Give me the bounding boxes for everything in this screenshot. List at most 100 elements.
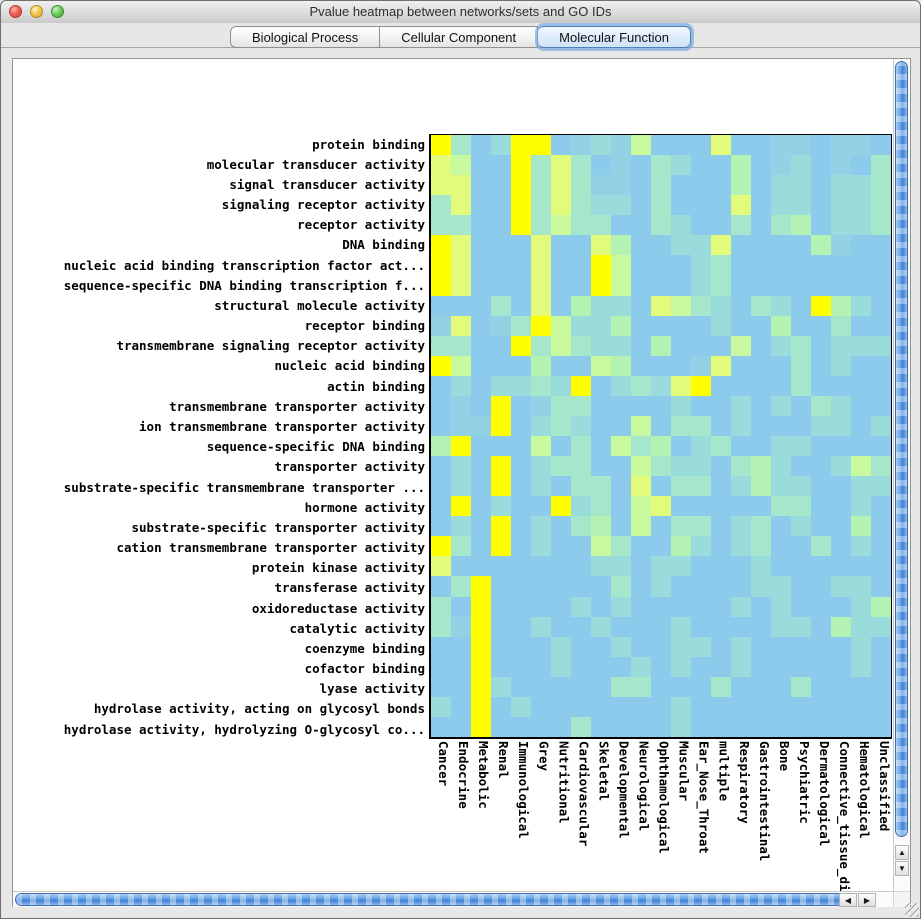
heatmap-cell xyxy=(771,375,791,396)
heatmap-cell xyxy=(651,355,671,376)
scroll-left-icon[interactable]: ◀ xyxy=(839,893,857,907)
heatmap-cell xyxy=(711,436,731,457)
heatmap-cell xyxy=(711,516,731,537)
title-bar[interactable]: Pvalue heatmap between networks/sets and… xyxy=(1,1,920,24)
heatmap-cell xyxy=(751,716,771,737)
heatmap-cell xyxy=(851,456,871,477)
heatmap-cell xyxy=(631,355,651,376)
column-label: Immunological xyxy=(516,741,532,839)
window-title: Pvalue heatmap between networks/sets and… xyxy=(309,4,612,19)
heatmap-cell xyxy=(751,476,771,497)
vertical-scrollbar-thumb[interactable] xyxy=(895,61,908,837)
heatmap-cell xyxy=(851,175,871,196)
heatmap-cell xyxy=(831,295,851,316)
heatmap-cell xyxy=(871,616,891,637)
heatmap-cell xyxy=(471,235,491,256)
heatmap-cell xyxy=(791,656,811,677)
heatmap-cell xyxy=(571,536,591,557)
heatmap-cell xyxy=(751,576,771,597)
minimize-icon[interactable] xyxy=(30,5,43,18)
heatmap-cell xyxy=(491,375,511,396)
scroll-down-icon[interactable]: ▼ xyxy=(895,861,909,876)
heatmap-cell xyxy=(431,636,451,657)
heatmap-cell xyxy=(511,215,531,236)
heatmap-cell xyxy=(691,135,711,156)
resize-grip-icon[interactable] xyxy=(905,903,919,917)
heatmap-cell xyxy=(511,556,531,577)
heatmap-cell xyxy=(751,175,771,196)
heatmap-cell xyxy=(691,656,711,677)
heatmap-cell xyxy=(871,696,891,717)
heatmap-cell xyxy=(551,395,571,416)
heatmap-cell xyxy=(871,295,891,316)
heatmap-cell xyxy=(551,456,571,477)
heatmap-cell xyxy=(691,235,711,256)
heatmap-cell xyxy=(571,616,591,637)
heatmap-cell xyxy=(811,395,831,416)
heatmap-cell xyxy=(671,636,691,657)
heatmap-cell xyxy=(571,295,591,316)
heatmap-cell xyxy=(851,215,871,236)
heatmap-cell xyxy=(731,636,751,657)
tab-biological-process[interactable]: Biological Process xyxy=(230,26,381,48)
scroll-right-icon[interactable]: ▶ xyxy=(858,893,876,907)
heatmap-cell xyxy=(771,295,791,316)
heatmap-cell xyxy=(691,516,711,537)
heatmap-cell xyxy=(851,696,871,717)
heatmap-cell xyxy=(611,636,631,657)
horizontal-scrollbar[interactable]: ◀ ▶ xyxy=(13,891,893,908)
tab-cellular-component[interactable]: Cellular Component xyxy=(380,26,539,48)
heatmap-cell xyxy=(611,295,631,316)
heatmap-cell xyxy=(751,516,771,537)
heatmap-cell xyxy=(651,315,671,336)
heatmap-cell xyxy=(691,596,711,617)
row-label: hydrolase activity, hydrolyzing O-glycos… xyxy=(63,721,425,737)
heatmap-cell xyxy=(691,496,711,517)
heatmap-cell xyxy=(531,496,551,517)
heatmap-cell xyxy=(691,676,711,697)
heatmap-cell xyxy=(511,315,531,336)
heatmap-cell xyxy=(631,395,651,416)
heatmap-cell xyxy=(531,596,551,617)
heatmap-cell xyxy=(551,355,571,376)
heatmap-cell xyxy=(611,656,631,677)
heatmap-cell xyxy=(591,656,611,677)
heatmap-cell xyxy=(691,155,711,176)
heatmap-cell xyxy=(871,355,891,376)
heatmap-cell xyxy=(611,576,631,597)
heatmap-cell xyxy=(531,636,551,657)
heatmap-cell xyxy=(611,215,631,236)
heatmap-cell xyxy=(471,415,491,436)
heatmap-cell xyxy=(591,616,611,637)
heatmap-cell xyxy=(571,716,591,737)
heatmap-cell xyxy=(631,175,651,196)
heatmap-cell xyxy=(691,195,711,216)
scroll-up-icon[interactable]: ▲ xyxy=(895,845,909,860)
heatmap-cell xyxy=(471,616,491,637)
heatmap-cell xyxy=(831,436,851,457)
heatmap-cell xyxy=(851,596,871,617)
vertical-scrollbar[interactable]: ▲ ▼ xyxy=(893,59,910,891)
heatmap-cell xyxy=(591,716,611,737)
heatmap-cell xyxy=(431,476,451,497)
heatmap-cell xyxy=(651,255,671,276)
heatmap-cell xyxy=(731,135,751,156)
tab-molecular-function[interactable]: Molecular Function xyxy=(538,26,691,48)
heatmap-cell xyxy=(591,175,611,196)
zoom-icon[interactable] xyxy=(51,5,64,18)
row-label: oxidoreductase activity xyxy=(251,600,425,616)
heatmap-cell xyxy=(651,375,671,396)
heatmap-cell xyxy=(691,255,711,276)
heatmap-cell xyxy=(591,255,611,276)
heatmap-cell xyxy=(671,415,691,436)
heatmap-cell xyxy=(471,355,491,376)
heatmap-cell xyxy=(531,696,551,717)
heatmap-cell xyxy=(831,135,851,156)
close-icon[interactable] xyxy=(9,5,22,18)
heatmap-cell xyxy=(831,255,851,276)
heatmap-cell xyxy=(451,476,471,497)
horizontal-scrollbar-thumb[interactable] xyxy=(15,893,853,906)
heatmap-cell xyxy=(691,476,711,497)
heatmap-cell xyxy=(691,636,711,657)
heatmap-cell xyxy=(791,556,811,577)
